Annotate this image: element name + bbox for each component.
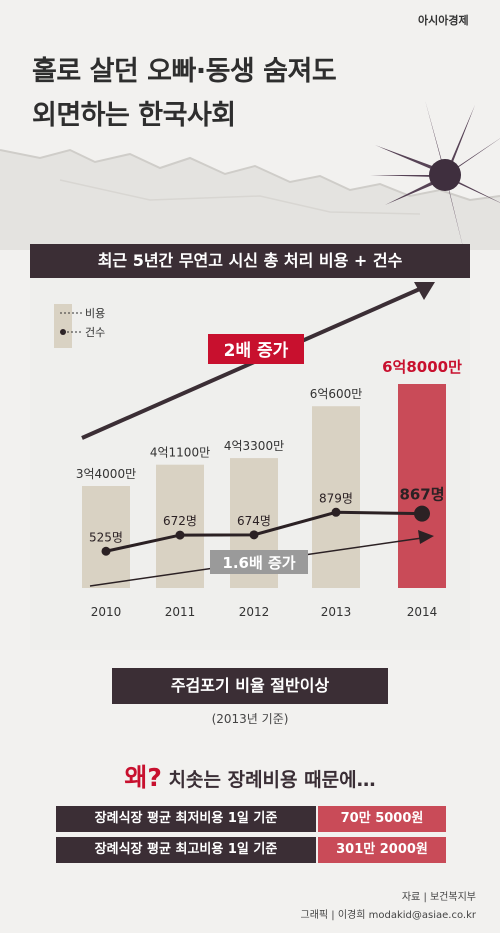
sub-title: 주검포기 비율 절반이상	[112, 668, 388, 704]
brand-logo: 아시아경제	[418, 14, 469, 27]
count-trend-arrowhead	[418, 530, 434, 544]
count-increase-text: 1.6배 증가	[222, 554, 295, 572]
chart-title: 최근 5년간 무연고 시신 총 처리 비용 + 건수	[30, 244, 470, 278]
legend-cost-label: 비용	[85, 307, 105, 320]
legend-cost-swatch	[54, 304, 72, 348]
reason-accent: 왜?	[124, 763, 162, 792]
x-tick-2014: 2014	[407, 605, 438, 619]
count-point-2013	[331, 507, 341, 517]
count-label-2010: 525명	[89, 530, 123, 544]
chart: 비용 건수 3억4000만 4억1100만 4억3300만 6억600만 6억8000만…	[54, 282, 462, 619]
cost-min-label: 장례식장 평균 최저비용 1일 기준	[56, 806, 316, 832]
count-point-2010	[101, 546, 111, 556]
bar-2013	[312, 406, 360, 588]
reason-line: 왜? 치솟는 장례비용 때문에…	[0, 758, 500, 794]
footer-source: 자료 | 보건복지부	[401, 892, 476, 903]
cost-max-label: 장례식장 평균 최고비용 1일 기준	[56, 837, 316, 863]
x-tick-2011: 2011	[165, 605, 196, 619]
bar-2011	[156, 464, 204, 588]
count-label-2014: 867명	[399, 486, 444, 504]
bar-2014	[398, 384, 446, 588]
x-tick-2012: 2012	[239, 605, 270, 619]
footer-credit: 그래픽 | 이경희 modakid@asiae.co.kr	[300, 910, 476, 921]
reason-text: 치솟는 장례비용 때문에…	[168, 769, 376, 791]
bar-label-2014: 6억8000만	[382, 358, 462, 376]
cost-increase-text: 2배 증가	[224, 341, 289, 361]
cost-max-value: 301만 2000원	[318, 837, 446, 863]
bar-label-2013: 6억600만	[310, 387, 363, 401]
count-label-2012: 674명	[237, 514, 271, 528]
bar-label-2010: 3억4000만	[76, 467, 136, 481]
sub-note: (2013년 기준)	[211, 712, 289, 726]
cost-increase-badge	[208, 334, 304, 364]
x-tick-2010: 2010	[91, 605, 122, 619]
headline-line-1: 홀로 살던 오빠·동생 숨져도	[32, 56, 337, 87]
bar-2010	[82, 486, 130, 588]
count-label-2011: 672명	[163, 514, 197, 528]
count-point-2014	[414, 505, 430, 522]
torn-paper-decoration	[0, 148, 500, 250]
bar-label-2012: 4억3300만	[224, 439, 284, 453]
x-tick-2013: 2013	[321, 605, 352, 619]
cost-min-value: 70만 5000원	[318, 806, 446, 832]
legend-count-label: 건수	[85, 326, 105, 339]
count-increase-badge	[210, 550, 308, 574]
count-label-2013: 879명	[319, 491, 353, 505]
count-point-2012	[249, 530, 259, 540]
flower-icon	[370, 100, 500, 255]
count-point-2011	[175, 530, 185, 540]
cost-row-max: 장례식장 평균 최고비용 1일 기준 301만 2000원	[56, 837, 446, 863]
headline: 홀로 살던 오빠·동생 숨져도 외면하는 한국사회	[32, 50, 337, 138]
cost-trend-arrowhead	[414, 282, 435, 300]
headline-line-2: 외면하는 한국사회	[32, 100, 236, 131]
cost-row-min: 장례식장 평균 최저비용 1일 기준 70만 5000원	[56, 806, 446, 832]
bar-label-2011: 4억1100만	[150, 446, 210, 460]
